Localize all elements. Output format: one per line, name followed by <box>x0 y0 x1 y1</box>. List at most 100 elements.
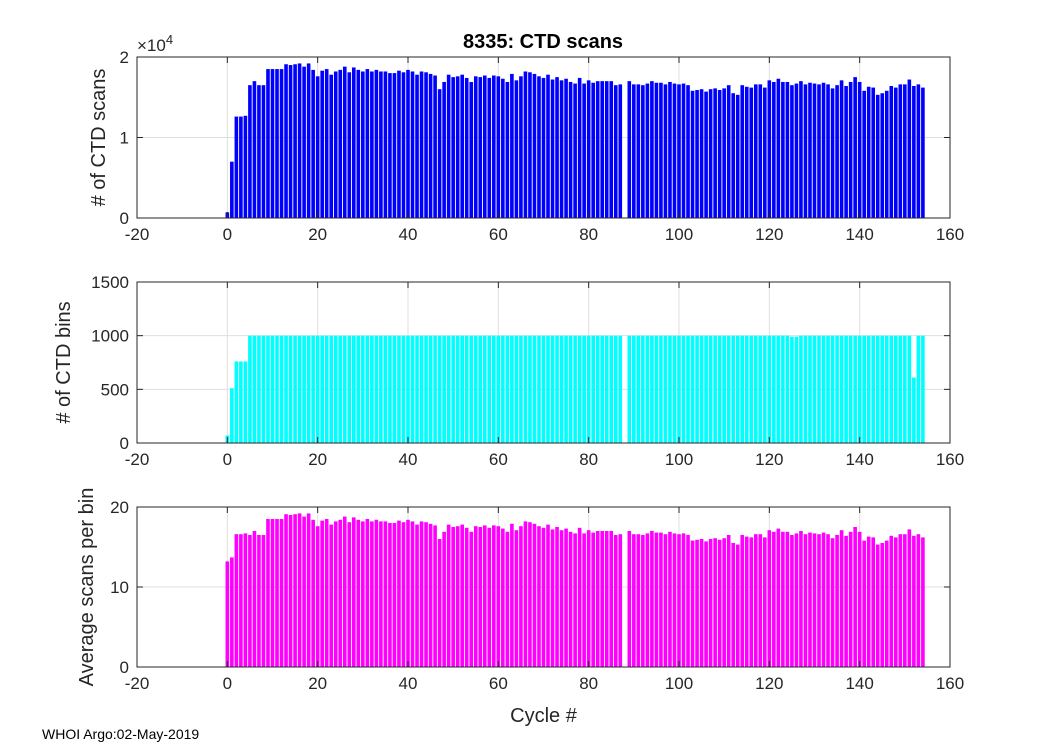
bar <box>609 531 614 667</box>
bar <box>921 87 925 218</box>
bar <box>482 525 487 667</box>
bar <box>342 516 347 667</box>
bar <box>600 335 605 443</box>
bar <box>880 93 885 218</box>
bar <box>785 531 790 667</box>
bar <box>397 70 401 218</box>
bar <box>252 81 257 219</box>
bar <box>410 521 415 667</box>
bar <box>469 335 474 443</box>
bar <box>365 335 370 443</box>
bar <box>288 65 293 218</box>
bar <box>478 77 483 219</box>
x-tick-label: 160 <box>936 225 964 244</box>
bar <box>835 85 839 219</box>
bar <box>731 543 735 667</box>
bar <box>875 544 880 667</box>
bar <box>717 90 722 218</box>
bar <box>722 335 726 443</box>
bar <box>528 522 532 667</box>
bar <box>487 527 492 667</box>
bar <box>482 75 487 218</box>
bar <box>419 521 424 667</box>
bar <box>767 530 772 667</box>
bar <box>641 85 645 219</box>
bar <box>537 76 541 218</box>
bar <box>532 523 537 667</box>
bar <box>857 531 862 667</box>
bar <box>681 335 686 443</box>
bar <box>794 533 799 667</box>
bar <box>510 335 514 443</box>
bar <box>401 72 406 218</box>
bar <box>708 335 713 443</box>
bar <box>735 94 740 218</box>
bar <box>812 533 817 667</box>
y-tick-label: 1000 <box>91 327 129 346</box>
bar <box>464 527 469 667</box>
bar <box>663 335 668 443</box>
bar <box>785 335 790 443</box>
bar <box>275 69 279 218</box>
bar <box>609 335 614 443</box>
x-tick-label: 80 <box>579 674 598 693</box>
bar <box>903 84 907 219</box>
bar <box>392 73 397 218</box>
bar <box>912 85 916 218</box>
bar <box>604 81 609 219</box>
bar <box>618 335 623 443</box>
bar <box>270 335 275 443</box>
bar <box>650 81 654 219</box>
bar <box>844 335 848 443</box>
bar <box>884 90 889 218</box>
bar <box>659 335 663 443</box>
bar <box>677 534 681 667</box>
bar <box>342 66 347 218</box>
bar <box>464 77 469 219</box>
bar <box>735 544 740 667</box>
bar <box>830 538 835 667</box>
bar <box>613 535 618 667</box>
bar <box>871 537 876 667</box>
bar <box>758 84 763 219</box>
x-tick-label: 100 <box>665 225 693 244</box>
bar <box>324 69 329 218</box>
x-tick-label: 20 <box>308 674 327 693</box>
bar <box>320 520 324 667</box>
bar <box>636 84 641 219</box>
bar <box>704 335 708 443</box>
bar <box>613 335 618 443</box>
bar <box>333 71 338 219</box>
bar <box>776 528 781 667</box>
bar <box>695 335 699 443</box>
bar <box>803 534 808 667</box>
bar <box>880 335 885 443</box>
bar <box>528 72 532 218</box>
bar <box>496 335 501 443</box>
bar <box>365 519 370 667</box>
y-tick-label: 20 <box>110 498 129 517</box>
bar <box>654 532 659 667</box>
bar <box>740 335 745 443</box>
bar <box>893 87 898 218</box>
bar <box>767 80 772 218</box>
bar <box>347 72 352 218</box>
bar <box>487 77 492 219</box>
bar <box>672 335 677 443</box>
bar <box>338 335 343 443</box>
bar <box>921 537 925 667</box>
bar <box>248 85 252 219</box>
bar <box>668 335 672 443</box>
bar <box>857 81 862 219</box>
bar <box>306 63 311 218</box>
bar <box>713 335 717 443</box>
x-tick-label: -20 <box>125 225 150 244</box>
x-tick-label: 40 <box>399 225 418 244</box>
bar <box>333 335 338 443</box>
bar <box>848 335 853 443</box>
bar <box>916 84 921 219</box>
bar <box>586 80 591 218</box>
bar <box>772 81 776 219</box>
bar <box>297 335 302 443</box>
